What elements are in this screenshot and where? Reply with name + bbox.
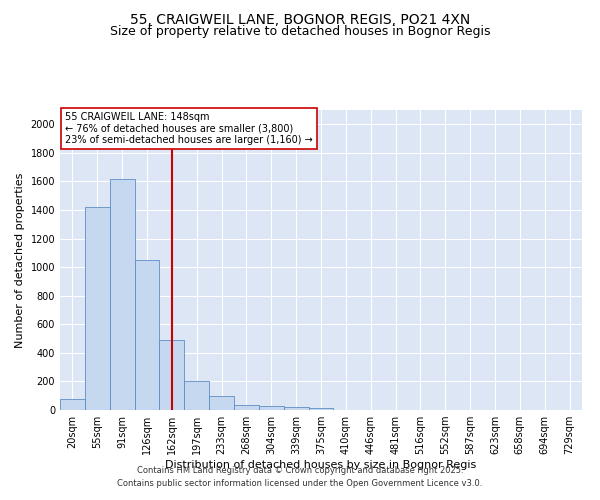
Bar <box>234 405 259 410</box>
Bar <box>284 407 308 410</box>
Bar <box>259 406 284 410</box>
Bar <box>110 178 134 410</box>
Text: 55 CRAIGWEIL LANE: 148sqm
← 76% of detached houses are smaller (3,800)
23% of se: 55 CRAIGWEIL LANE: 148sqm ← 76% of detac… <box>65 112 313 144</box>
Bar <box>209 396 234 410</box>
Bar <box>184 382 209 410</box>
Y-axis label: Number of detached properties: Number of detached properties <box>15 172 25 348</box>
Bar <box>85 207 110 410</box>
Text: Size of property relative to detached houses in Bognor Regis: Size of property relative to detached ho… <box>110 25 490 38</box>
Bar <box>160 340 184 410</box>
Bar <box>60 398 85 410</box>
Text: Contains HM Land Registry data © Crown copyright and database right 2025.
Contai: Contains HM Land Registry data © Crown c… <box>118 466 482 487</box>
Bar <box>134 260 160 410</box>
Bar <box>308 408 334 410</box>
X-axis label: Distribution of detached houses by size in Bognor Regis: Distribution of detached houses by size … <box>166 460 476 470</box>
Text: 55, CRAIGWEIL LANE, BOGNOR REGIS, PO21 4XN: 55, CRAIGWEIL LANE, BOGNOR REGIS, PO21 4… <box>130 12 470 26</box>
